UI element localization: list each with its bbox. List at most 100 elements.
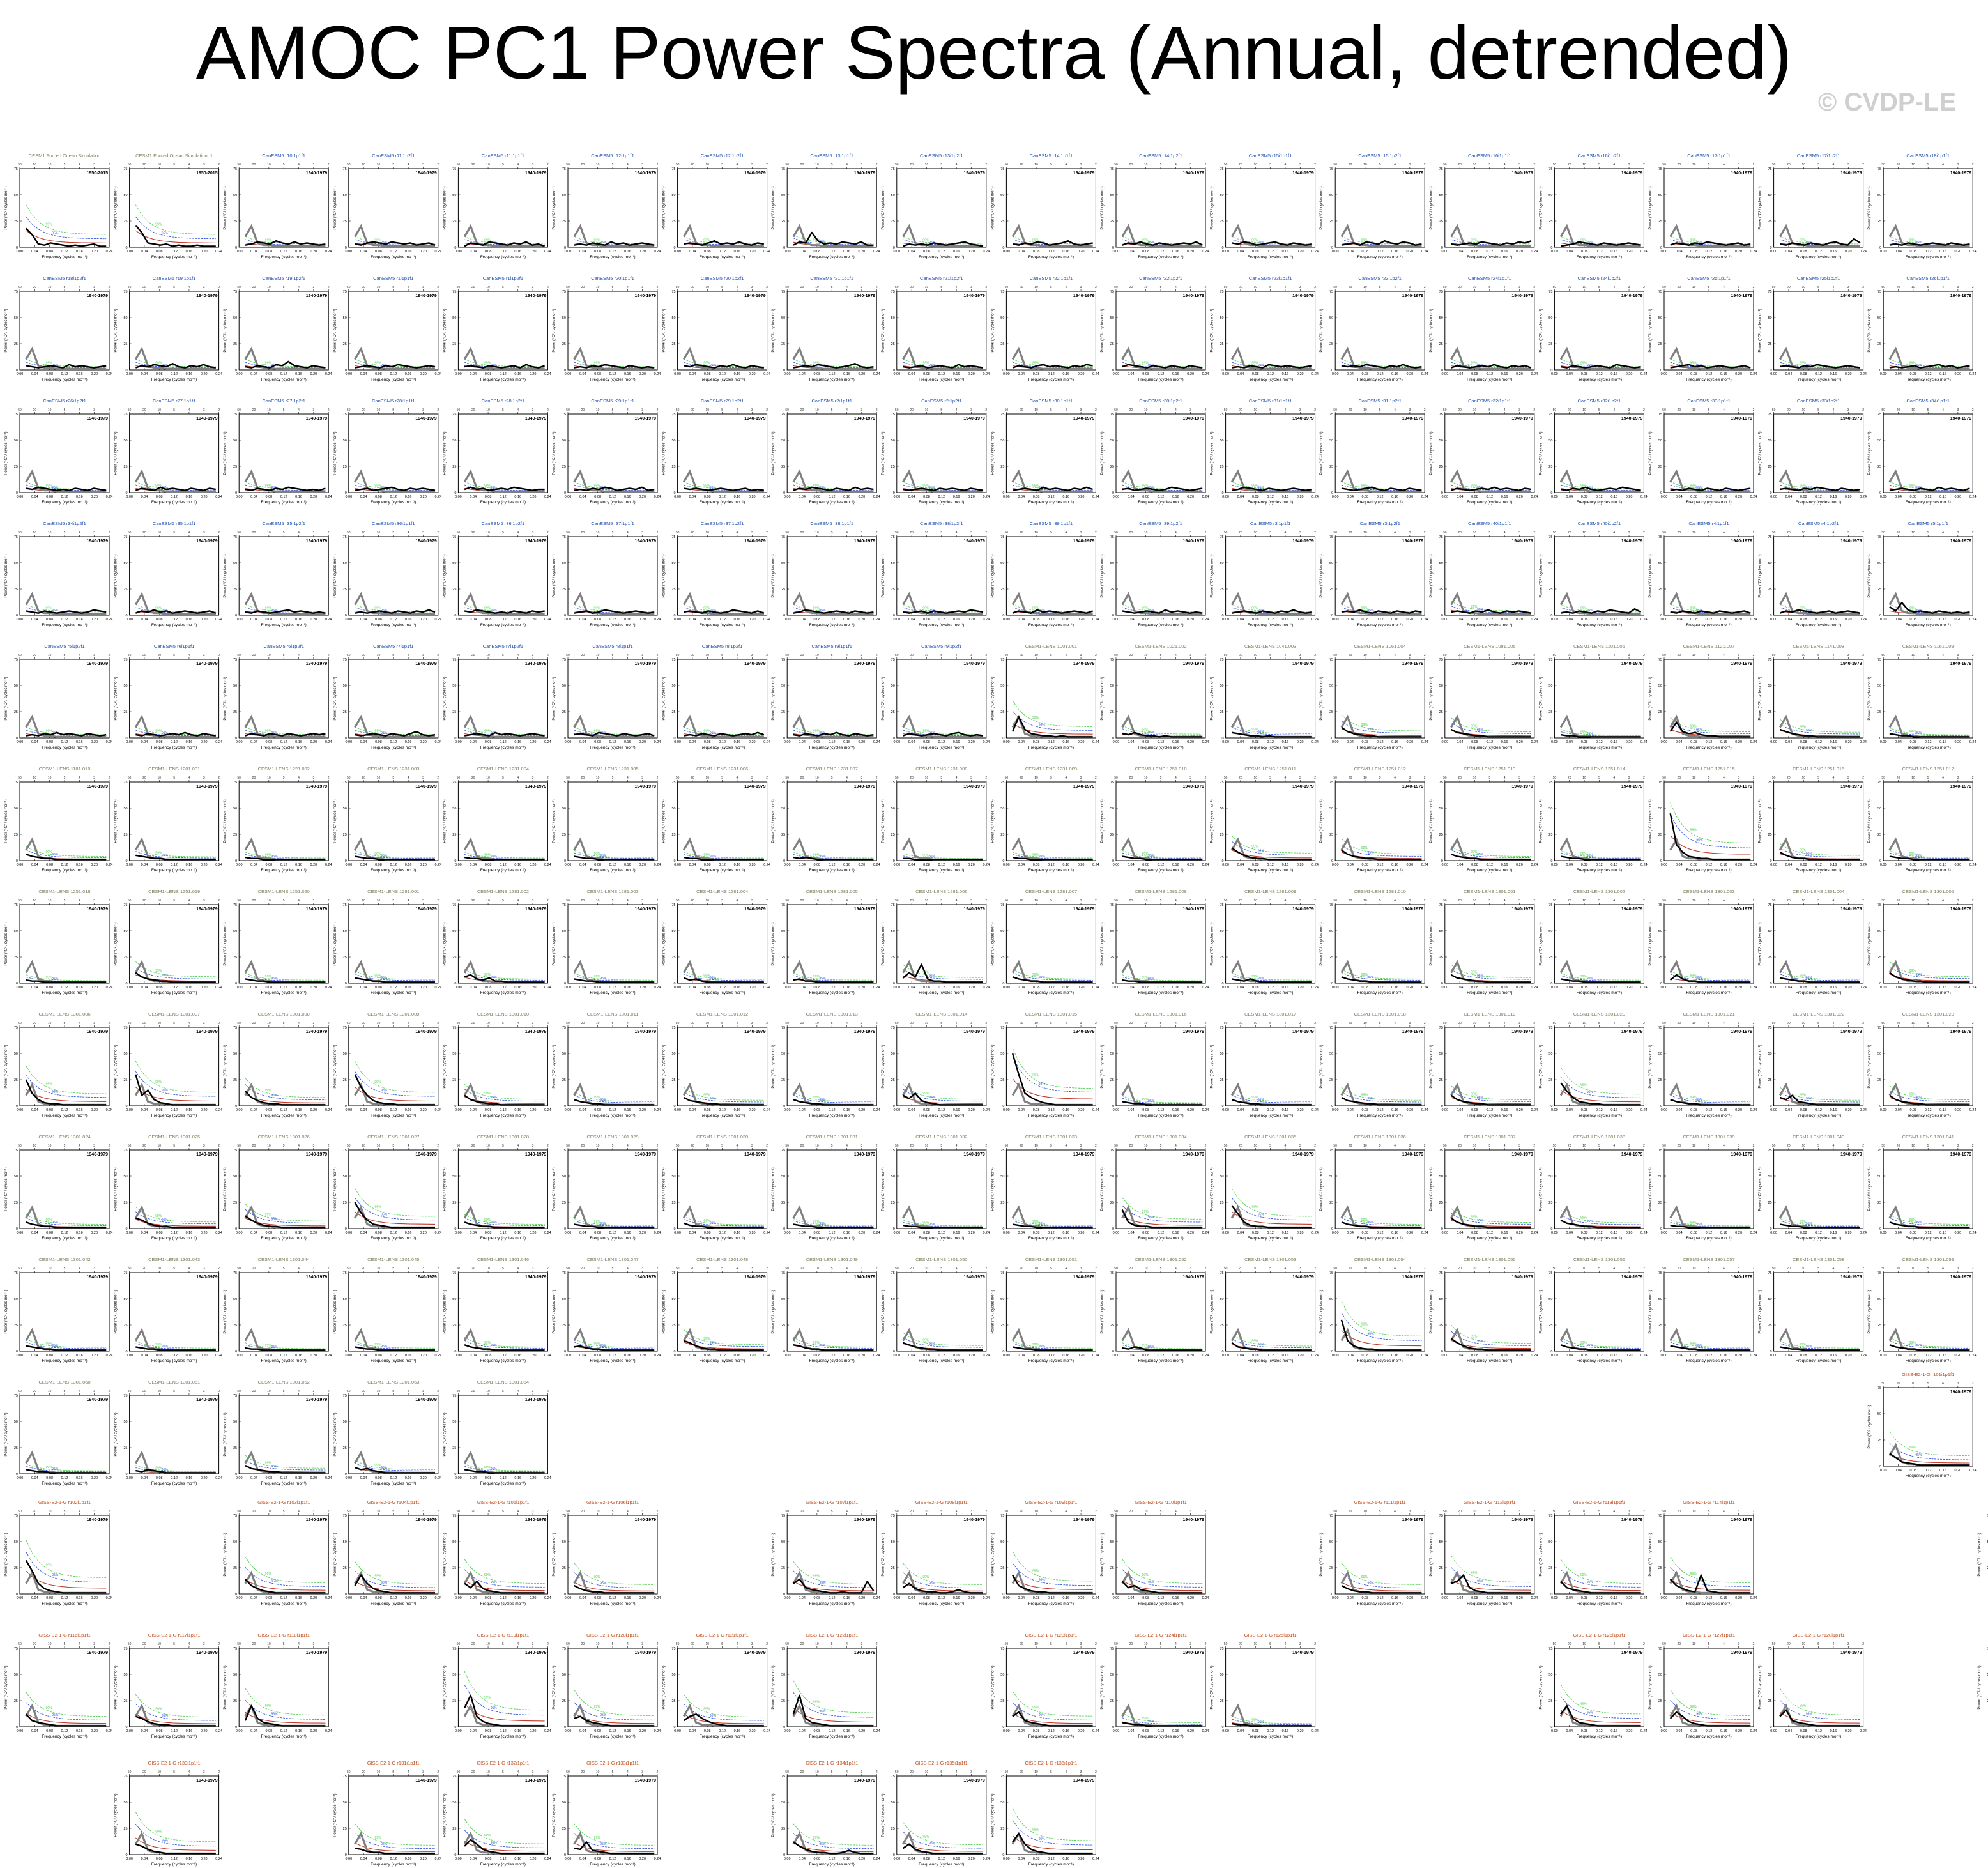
y-tick-label: 75 <box>1110 167 1114 171</box>
top-tick-label: 10 <box>377 408 381 412</box>
top-tick-label: 4 <box>1723 531 1725 535</box>
x-tick-label: 0.00 <box>784 495 791 499</box>
top-tick-label: 2 <box>547 286 549 289</box>
x-tick-label: 0.16 <box>1610 618 1617 622</box>
x-tick-label: 0.04 <box>1895 495 1902 499</box>
x-tick-label: 0.04 <box>1457 495 1464 499</box>
spectrum-panel: CanESM5 r27i1p1f11940-197950 20 10 5 4 3 20.00… <box>114 398 222 505</box>
x-tick-label: 0.12 <box>1596 250 1603 254</box>
y-tick-label: 75 <box>343 290 347 294</box>
top-tick-label: 20 <box>252 163 256 167</box>
y-tick-label: 25 <box>233 220 237 224</box>
x-tick-label: 0.12 <box>1158 250 1165 254</box>
x-tick-label: 0.20 <box>1297 495 1304 499</box>
y-tick-label: 75 <box>891 535 895 539</box>
x-axis-label: Frequency (cycles mo⁻¹) <box>809 623 855 627</box>
top-tick-label: 3 <box>422 531 424 535</box>
y-tick-label: 0 <box>893 614 895 618</box>
top-tick-label: 20 <box>1020 163 1023 167</box>
x-axis-label: Frequency (cycles mo⁻¹) <box>590 500 635 505</box>
y-tick-label: 75 <box>452 413 456 417</box>
top-tick-label: 10 <box>1911 531 1915 535</box>
top-tick-label: 10 <box>1363 531 1367 535</box>
top-tick-label: 4 <box>846 286 848 289</box>
spectrum-panel: CanESM5 r13i1p2f11940-197950 20 10 5 4 3 20.00… <box>882 153 990 259</box>
top-tick-label: 2 <box>1862 163 1864 167</box>
x-tick-label: 0.20 <box>859 372 866 376</box>
y-tick-label: 25 <box>781 220 785 224</box>
x-axis-label: Frequency (cycles mo⁻¹) <box>1248 378 1293 382</box>
x-tick-label: 0.08 <box>1581 495 1588 499</box>
top-tick-label: 3 <box>1299 531 1301 535</box>
x-tick-label: 0.20 <box>420 618 427 622</box>
x-tick-label: 0.12 <box>938 618 945 622</box>
panel-period: 1940-1979 <box>635 294 657 298</box>
y-tick-label: 75 <box>1768 413 1771 417</box>
ci95-label: 95% <box>52 231 59 235</box>
panel-period: 1940-1979 <box>744 417 766 421</box>
x-tick-label: 0.24 <box>1311 618 1319 622</box>
x-tick-label: 0.24 <box>1640 372 1648 376</box>
x-tick-label: 0.00 <box>1551 495 1558 499</box>
panel-frame <box>1116 169 1205 247</box>
y-tick-label: 0 <box>1770 369 1772 372</box>
x-tick-label: 0.00 <box>1003 250 1010 254</box>
x-tick-label: 0.16 <box>186 495 193 499</box>
x-tick-label: 0.12 <box>500 618 507 622</box>
top-tick-label: 5 <box>283 408 285 412</box>
y-tick-label: 25 <box>781 342 785 346</box>
y-tick-label: 0 <box>564 491 566 495</box>
spectrum-panel: CanESM5 r13i1p1f11940-197950 20 10 5 4 3 20.00… <box>772 153 880 259</box>
top-tick-label: 4 <box>956 531 958 535</box>
top-tick-label: 5 <box>1598 163 1600 167</box>
top-tick-label: 5 <box>502 286 504 289</box>
x-axis-label: Frequency (cycles mo⁻¹) <box>1686 378 1731 382</box>
x-axis-label: Frequency (cycles mo⁻¹) <box>1248 500 1293 505</box>
top-tick-label: 3 <box>1518 408 1520 412</box>
top-tick-label: 50 <box>895 286 899 289</box>
x-tick-label: 0.24 <box>215 618 222 622</box>
top-tick-label: 20 <box>691 163 694 167</box>
y-tick-label: 50 <box>1768 316 1771 320</box>
y-tick-label: 50 <box>343 194 347 197</box>
x-axis-label: Frequency (cycles mo⁻¹) <box>42 500 87 505</box>
top-tick-label: 4 <box>79 531 80 535</box>
y-tick-label: 75 <box>1000 413 1004 417</box>
x-tick-label: 0.00 <box>1661 495 1668 499</box>
top-tick-label: 10 <box>596 286 600 289</box>
y-tick-label: 50 <box>233 562 237 565</box>
y-tick-label: 0 <box>345 491 347 495</box>
x-tick-label: 0.04 <box>1785 250 1793 254</box>
y-tick-label: 25 <box>562 220 566 224</box>
top-tick-label: 50 <box>895 163 899 167</box>
x-tick-label: 0.00 <box>17 372 24 376</box>
panel-title: CanESM5 r24i1p1f1 <box>1468 275 1511 281</box>
panel-title: CanESM5 r27i1p2f1 <box>262 398 305 404</box>
top-tick-label: 3 <box>1189 531 1191 535</box>
x-tick-label: 0.16 <box>295 250 302 254</box>
x-tick-label: 0.24 <box>106 372 113 376</box>
top-tick-label: 50 <box>128 654 132 657</box>
x-tick-label: 0.20 <box>530 250 537 254</box>
y-axis-label: Power (°C² / cycles mo⁻¹) <box>333 554 337 597</box>
top-tick-label: 5 <box>1160 408 1162 412</box>
x-tick-label: 0.24 <box>544 495 551 499</box>
x-tick-label: 0.00 <box>784 618 791 622</box>
x-tick-label: 0.20 <box>91 495 98 499</box>
x-tick-label: 0.04 <box>1676 618 1683 622</box>
x-tick-label: 0.16 <box>1282 618 1289 622</box>
y-axis-label: Power (°C² / cycles mo⁻¹) <box>224 554 227 597</box>
panel-title: CanESM5 r2i1p2f1 <box>921 398 961 404</box>
panel-period: 1940-1979 <box>963 417 985 421</box>
top-tick-label: 20 <box>581 163 585 167</box>
panel-title: CanESM5 r15i1p2f1 <box>1358 153 1402 158</box>
y-tick-label: 75 <box>343 167 347 171</box>
top-tick-label: 10 <box>1253 163 1257 167</box>
panel-period: 1940-1979 <box>196 539 218 544</box>
x-tick-label: 0.20 <box>1955 372 1962 376</box>
top-tick-label: 20 <box>800 163 804 167</box>
x-tick-label: 0.24 <box>1969 250 1977 254</box>
y-tick-label: 75 <box>14 290 18 294</box>
top-tick-label: 2 <box>1095 286 1097 289</box>
y-tick-label: 50 <box>1877 316 1881 320</box>
